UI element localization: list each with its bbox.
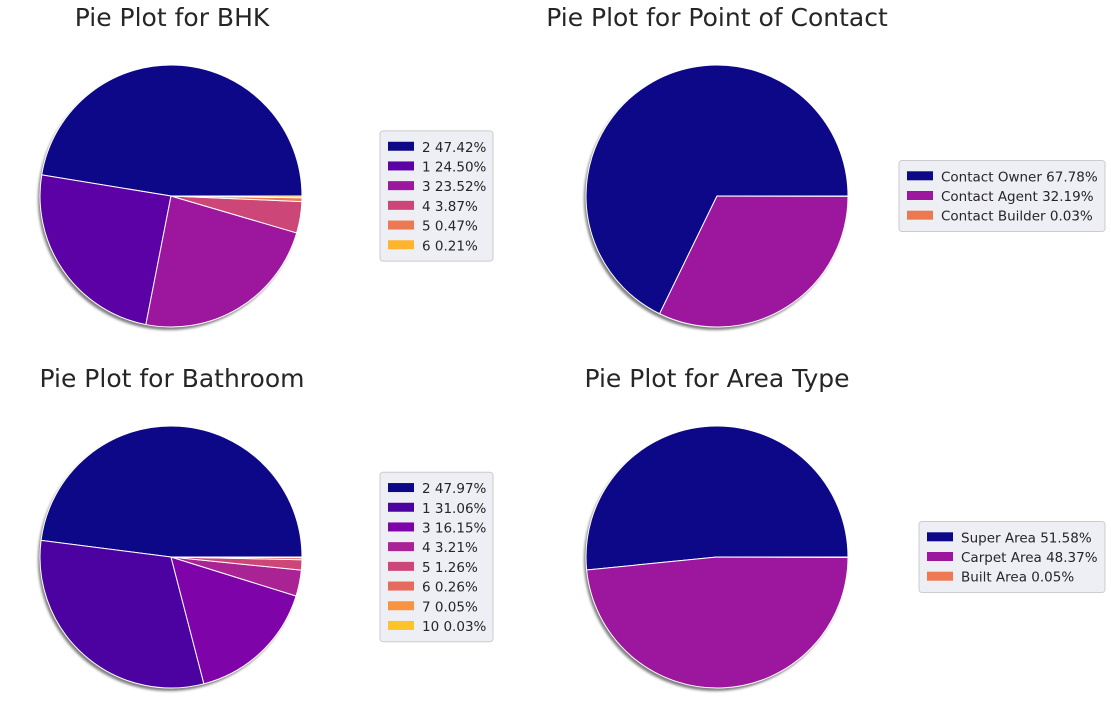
- chart-point-of-contact: Pie Plot for Point of Contact Contact Ow…: [546, 3, 1106, 330]
- pie-slice-3: [170, 556, 297, 685]
- legend-entry: Built Area 0.05%: [961, 570, 1074, 586]
- legend: 2 47.97% 1 31.06% 3 16.15% 4 3.21% 5 1.26% 6 …: [379, 471, 494, 643]
- legend-frame: [898, 159, 1106, 233]
- legend-entry: Super Area 51.58%: [961, 530, 1092, 546]
- legend-swatch: [388, 181, 414, 191]
- legend-entry: Carpet Area 48.37%: [961, 550, 1098, 566]
- legend-entry: 4 3.21%: [422, 540, 478, 556]
- chart-title: Pie Plot for BHK: [75, 3, 270, 32]
- chart-bathroom: Pie Plot for Bathroom 2 47.97% 1 31.06% 3 …: [38, 364, 494, 691]
- pie: [38, 425, 303, 691]
- legend-swatch: [388, 522, 414, 532]
- pie: [584, 64, 849, 330]
- legend-swatch: [907, 191, 933, 200]
- chart-title: Pie Plot for Area Type: [584, 364, 849, 393]
- legend-entry: 3 16.15%: [422, 520, 487, 536]
- pie: [584, 425, 849, 691]
- pie-slice-1: [39, 539, 205, 689]
- legend-entry: 1 24.50%: [422, 159, 487, 175]
- legend-entry: 2 47.97%: [422, 481, 487, 497]
- legend-swatch: [388, 240, 414, 250]
- pie-slice-super-area: [585, 425, 849, 571]
- pie-slice-contact-agent: [659, 195, 849, 328]
- chart-bhk: Pie Plot for BHK 2 47.42% 1 24.50% 3 23.52…: [38, 3, 494, 330]
- legend-entry: 5 1.26%: [422, 560, 478, 576]
- legend-swatch: [388, 141, 414, 151]
- legend-entry: 4 3.87%: [422, 199, 478, 215]
- legend-entry: 5 0.47%: [422, 219, 478, 235]
- legend: 2 47.42% 1 24.50% 3 23.52% 4 3.87% 5 0.47% 6 …: [379, 130, 494, 262]
- legend-entry: 7 0.05%: [422, 599, 478, 615]
- legend-entry: 2 47.42%: [422, 140, 487, 156]
- legend-entry: 6 0.26%: [422, 580, 478, 596]
- legend-swatch: [388, 220, 414, 230]
- legend-swatch: [388, 561, 414, 571]
- pie-slice-contact-owner: [585, 64, 849, 315]
- legend-entry: 10 0.03%: [422, 619, 487, 635]
- pie-slice-2: [40, 425, 303, 558]
- legend-swatch: [388, 601, 414, 611]
- legend-entry: Contact Builder 0.03%: [941, 209, 1093, 225]
- legend-frame: [918, 520, 1106, 594]
- legend-swatch: [927, 552, 953, 561]
- legend: Super Area 51.58% Carpet Area 48.37% Built…: [918, 520, 1106, 594]
- legend-swatch: [927, 532, 953, 542]
- chart-title: Pie Plot for Point of Contact: [546, 3, 888, 32]
- legend-swatch: [907, 210, 933, 220]
- pie-slice-carpet-area: [586, 556, 849, 689]
- pie: [38, 64, 303, 330]
- legend: Contact Owner 67.78% Contact Agent 32.19%…: [898, 159, 1106, 233]
- pie-slice-3: [145, 195, 298, 328]
- pie-slice-6: [170, 195, 303, 199]
- legend-entry: Contact Agent 32.19%: [941, 189, 1094, 205]
- legend-swatch: [388, 483, 414, 493]
- legend-entry: Contact Owner 67.78%: [941, 169, 1098, 185]
- legend-swatch: [388, 581, 414, 591]
- legend-swatch: [927, 571, 953, 581]
- legend-swatch: [388, 161, 414, 171]
- legend-frame: [379, 471, 494, 643]
- legend-swatch: [388, 542, 414, 552]
- legend-swatch: [388, 502, 414, 512]
- pie-slice-2: [41, 64, 303, 197]
- chart-area-type: Pie Plot for Area Type Super Area 51.58%…: [584, 364, 1106, 691]
- legend-entry: 6 0.21%: [422, 238, 478, 254]
- legend-entry: 1 31.06%: [422, 501, 487, 517]
- legend-entry: 3 23.52%: [422, 179, 487, 195]
- chart-title: Pie Plot for Bathroom: [40, 364, 305, 393]
- legend-swatch: [388, 200, 414, 210]
- legend-swatch: [907, 171, 933, 181]
- legend-swatch: [388, 620, 414, 630]
- pie-slice-1: [39, 174, 172, 326]
